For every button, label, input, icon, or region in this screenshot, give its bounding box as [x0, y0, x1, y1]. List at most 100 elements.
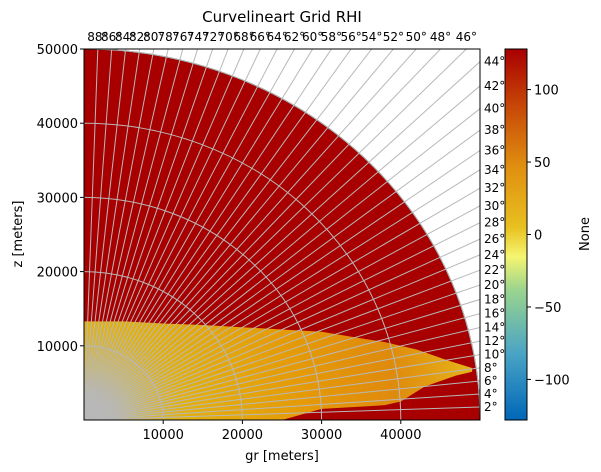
x-axis: 10000 20000 30000 40000 [143, 420, 421, 443]
angle-label: 14° [484, 320, 505, 334]
elevation-ray [84, 49, 127, 420]
elevation-ray [84, 49, 468, 420]
elevation-ray [84, 187, 480, 420]
plot-area [84, 49, 480, 420]
y-axis-label: z [meters] [11, 201, 26, 268]
angle-label: 84° [115, 30, 136, 44]
angle-label: 76° [172, 30, 193, 44]
angle-label: 42° [484, 79, 505, 93]
range-ring [84, 345, 164, 420]
angle-label: 6° [484, 374, 498, 388]
y-tick-label: 40000 [37, 117, 78, 132]
range-ring [84, 196, 323, 420]
elevation-ray [84, 49, 199, 420]
angle-label: 20° [484, 278, 505, 292]
range-ring [84, 49, 480, 420]
angle-label: 58° [321, 30, 342, 44]
elevation-ray [84, 149, 480, 420]
elevation-ray [84, 49, 352, 420]
angle-label: 30° [484, 199, 505, 213]
y-tick-label: 20000 [37, 266, 78, 281]
elevation-ray [84, 61, 480, 420]
chart-title: Curvelineart Grid RHI [202, 8, 362, 26]
colorbar-label: None [578, 217, 593, 251]
elevation-ray [84, 326, 480, 420]
elevation-ray [84, 49, 184, 420]
elevation-ray [84, 49, 442, 420]
elevation-ray [84, 49, 417, 420]
angle-label: 10° [484, 348, 505, 362]
elevation-ray [84, 49, 245, 420]
angle-label: 54° [361, 30, 382, 44]
angle-label: 26° [484, 232, 505, 246]
angle-label: 8° [484, 361, 498, 375]
angle-label: 2° [484, 400, 498, 414]
colorbar: −100 −50 0 50 100 None [504, 48, 593, 421]
angle-label: 72° [202, 30, 223, 44]
elevation-ray [84, 49, 155, 420]
colorbar-tick-label: 0 [534, 229, 542, 244]
elevation-ray [84, 313, 480, 420]
angle-label: 62° [284, 30, 305, 44]
angle-label: 66° [250, 30, 271, 44]
angle-label: 56° [340, 30, 361, 44]
elevation-ray [84, 254, 480, 420]
y-tick-label: 30000 [37, 191, 78, 206]
elevation-ray [84, 380, 480, 420]
echo-region [84, 321, 473, 420]
angle-label: 70° [217, 30, 238, 44]
elevation-ray [84, 49, 261, 420]
plot-frame [83, 48, 481, 421]
elevation-ray [84, 367, 480, 420]
elevation-ray [84, 269, 480, 420]
range-ring [84, 271, 243, 420]
angle-label: 44° [484, 55, 505, 69]
elevation-ray [84, 49, 395, 420]
y-tick-label: 10000 [37, 340, 78, 355]
x-tick-label: 40000 [380, 428, 421, 443]
angle-label: 24° [484, 248, 505, 262]
y-tick-label: 50000 [37, 43, 78, 58]
range-ring [84, 122, 402, 420]
elevation-ray [84, 169, 480, 420]
elevation-ray [84, 393, 480, 420]
elevation-ray [84, 340, 480, 420]
angle-label: 22° [484, 263, 505, 277]
angle-label: 46° [456, 30, 477, 44]
x-tick-label: 30000 [301, 428, 342, 443]
angle-label: 68° [233, 30, 254, 44]
elevation-ray [84, 49, 169, 420]
elevation-ray [84, 49, 113, 420]
angle-label: 12° [484, 334, 505, 348]
elevation-ray [84, 238, 480, 420]
range-rings [84, 49, 480, 420]
angle-label: 80° [143, 30, 164, 44]
y-axis: 10000 20000 30000 40000 50000 [37, 43, 84, 355]
elevation-ray [84, 49, 278, 420]
elevation-rays [84, 49, 480, 420]
angle-label: 60° [302, 30, 323, 44]
colorbar-tick-label: −50 [534, 301, 561, 316]
angle-label: 28° [484, 216, 505, 230]
angle-label: 48° [430, 30, 451, 44]
colorbar-tick-label: 100 [534, 84, 559, 99]
angle-label: 78° [158, 30, 179, 44]
x-axis-label: gr [meters] [245, 449, 319, 464]
angle-label: 50° [406, 30, 427, 44]
elevation-ray [84, 298, 480, 420]
elevation-ray [84, 129, 480, 420]
right-angle-labels: 2°4°6°8°10°12°14°16°18°20°22°24° 26° 28° 30… [484, 55, 505, 414]
elevation-ray [84, 205, 480, 420]
colorbar-tick-label: 50 [534, 156, 551, 171]
angle-label: 18° [484, 292, 505, 306]
elevation-ray [84, 284, 480, 420]
elevation-ray [84, 49, 229, 420]
elevation-ray [84, 49, 141, 420]
angle-label: 16° [484, 307, 505, 321]
elevation-ray [84, 49, 214, 420]
elevation-ray [84, 222, 480, 420]
angle-label: 52° [383, 30, 404, 44]
colorbar-ticks: −100 −50 0 50 100 [527, 84, 570, 388]
x-tick-label: 10000 [143, 428, 184, 443]
